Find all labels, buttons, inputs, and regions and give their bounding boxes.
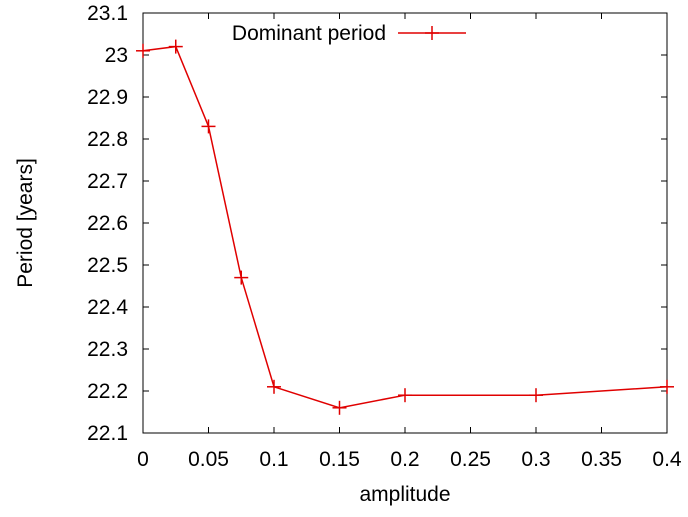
data-point-marker bbox=[660, 379, 674, 394]
series-layer bbox=[136, 39, 674, 415]
data-point-marker bbox=[136, 43, 150, 58]
y-tick-label: 22.5 bbox=[87, 254, 128, 277]
y-tick-label: 22.6 bbox=[87, 212, 128, 235]
legend-marker bbox=[425, 26, 439, 40]
data-point-marker bbox=[398, 388, 412, 403]
y-tick-label: 22.8 bbox=[87, 128, 128, 151]
legend-label: Dominant period bbox=[232, 22, 386, 45]
data-point-marker bbox=[234, 270, 249, 285]
data-point-marker bbox=[529, 388, 543, 403]
series-line bbox=[142, 45, 668, 409]
data-point-marker bbox=[168, 39, 183, 54]
y-tick-label: 22.2 bbox=[87, 380, 128, 403]
x-tick-label: 0.35 bbox=[581, 448, 622, 471]
x-tick-label: 0 bbox=[137, 448, 149, 471]
legend: Dominant period bbox=[232, 22, 466, 45]
y-tick-label: 23 bbox=[105, 44, 128, 67]
data-point-marker bbox=[201, 119, 216, 134]
y-axis-label: Period [years] bbox=[14, 158, 37, 288]
y-tick-label: 23.1 bbox=[87, 2, 128, 25]
plot-frame bbox=[142, 12, 668, 434]
data-point-marker bbox=[332, 400, 347, 415]
y-tick-label: 22.4 bbox=[87, 296, 128, 319]
x-tick-label: 0.05 bbox=[188, 448, 229, 471]
y-axis: 22.1 22.2 22.3 22.4 22.5 22.6 22.7 22.8 22.9 23 23… bbox=[87, 2, 667, 445]
y-tick-label: 22.7 bbox=[87, 170, 128, 193]
y-tick-label: 22.3 bbox=[87, 338, 128, 361]
x-tick-label: 0.1 bbox=[259, 448, 288, 471]
x-tick-label: 0.15 bbox=[319, 448, 360, 471]
y-tick-label: 22.9 bbox=[87, 86, 128, 109]
data-point-marker bbox=[267, 379, 281, 394]
y-tick-label: 22.1 bbox=[87, 422, 128, 445]
x-axis: 0 0.05 0.1 0.15 0.2 0.25 0.3 0.35 0.4 bbox=[137, 13, 682, 471]
x-axis-label: amplitude bbox=[359, 483, 450, 506]
x-tick-label: 0.2 bbox=[390, 448, 419, 471]
x-tick-label: 0.3 bbox=[521, 448, 550, 471]
x-tick-label: 0.4 bbox=[652, 448, 682, 471]
x-tick-label: 0.25 bbox=[450, 448, 491, 471]
